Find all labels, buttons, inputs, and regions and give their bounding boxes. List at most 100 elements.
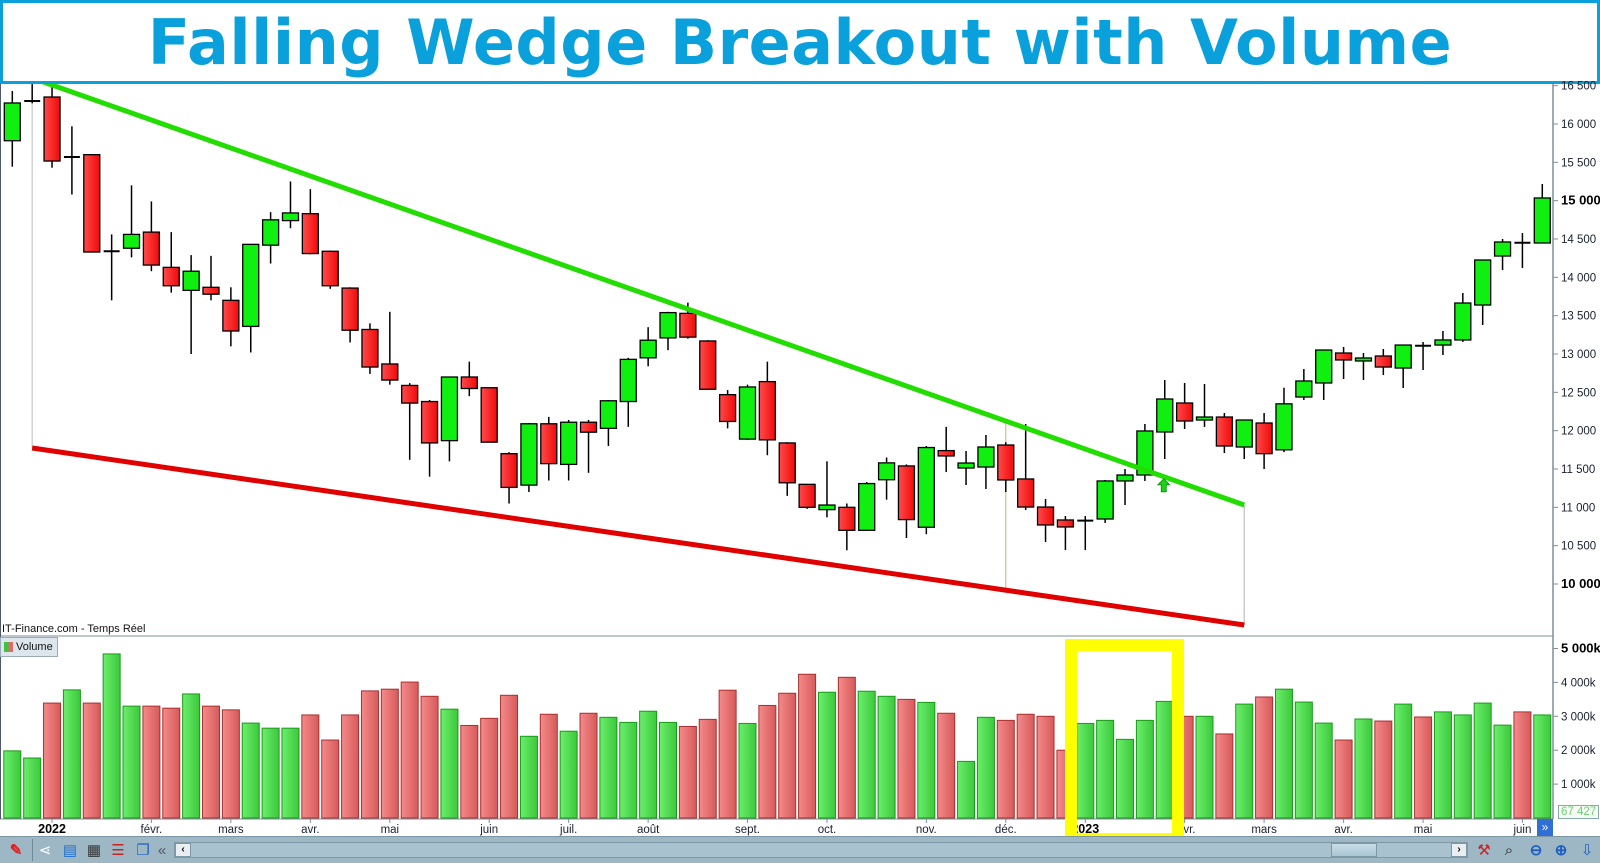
- candle[interactable]: [1295, 369, 1313, 401]
- volume-bar[interactable]: [579, 712, 598, 819]
- volume-bar[interactable]: [102, 653, 121, 819]
- volume-bar[interactable]: [897, 698, 916, 819]
- candle[interactable]: [142, 201, 161, 272]
- volume-bar[interactable]: [281, 727, 300, 819]
- volume-bar[interactable]: [758, 704, 777, 819]
- candle[interactable]: [699, 340, 717, 390]
- volume-bar[interactable]: [301, 714, 320, 819]
- candle[interactable]: [599, 400, 618, 447]
- candle[interactable]: [1394, 344, 1412, 388]
- candle[interactable]: [897, 464, 916, 539]
- candle[interactable]: [83, 154, 101, 253]
- candle[interactable]: [162, 232, 180, 293]
- candle[interactable]: [540, 416, 558, 481]
- volume-bar[interactable]: [1493, 724, 1512, 819]
- volume-bar[interactable]: [82, 702, 101, 819]
- volume-bar[interactable]: [122, 705, 141, 819]
- volume-bar[interactable]: [778, 692, 797, 819]
- volume-bar[interactable]: [142, 705, 161, 819]
- scroll-right-button[interactable]: ›: [1451, 843, 1467, 857]
- resistance-trendline[interactable]: [32, 78, 1246, 508]
- candle[interactable]: [778, 442, 796, 496]
- candle[interactable]: [579, 419, 598, 473]
- report-icon[interactable]: ▦: [86, 842, 102, 859]
- support-trendline[interactable]: [31, 445, 1245, 628]
- volume-bar[interactable]: [380, 688, 399, 819]
- candle[interactable]: [1493, 239, 1512, 270]
- candle[interactable]: [1036, 498, 1055, 542]
- candle[interactable]: [261, 212, 280, 264]
- candle[interactable]: [1136, 423, 1154, 481]
- candle[interactable]: [1334, 347, 1353, 379]
- volume-bar[interactable]: [1294, 701, 1313, 819]
- volume-bar[interactable]: [1354, 718, 1373, 819]
- volume-bar[interactable]: [1036, 715, 1055, 819]
- volume-bar[interactable]: [1274, 688, 1293, 819]
- volume-bar[interactable]: [43, 702, 62, 819]
- candle[interactable]: [1116, 469, 1134, 506]
- candle[interactable]: [1454, 292, 1472, 342]
- volume-bar[interactable]: [1314, 722, 1333, 819]
- volume-bar[interactable]: [1215, 733, 1234, 819]
- volume-legend[interactable]: Volume: [0, 637, 58, 657]
- candle[interactable]: [202, 255, 220, 301]
- candle[interactable]: [1354, 353, 1373, 380]
- volume-bar[interactable]: [917, 701, 936, 819]
- zoom-fit-icon[interactable]: ⌕: [1504, 841, 1514, 859]
- candle[interactable]: [977, 434, 995, 490]
- volume-bar[interactable]: [639, 710, 658, 819]
- candle[interactable]: [1017, 423, 1035, 511]
- candle[interactable]: [103, 234, 120, 301]
- volume-bar[interactable]: [857, 690, 876, 819]
- candle[interactable]: [877, 457, 896, 500]
- indicators-icon[interactable]: ☰: [111, 842, 125, 859]
- candle[interactable]: [222, 287, 240, 347]
- volume-bar[interactable]: [62, 689, 81, 819]
- candle[interactable]: [1056, 515, 1075, 550]
- volume-bar[interactable]: [1016, 713, 1035, 819]
- candle[interactable]: [798, 483, 816, 509]
- candle[interactable]: [321, 250, 339, 289]
- volume-bar[interactable]: [519, 735, 538, 819]
- scrollbar-thumb[interactable]: [1331, 843, 1377, 857]
- candle[interactable]: [122, 185, 141, 258]
- zoom-in-icon[interactable]: ⊕: [1554, 842, 1568, 859]
- candle[interactable]: [182, 255, 200, 355]
- candle[interactable]: [1275, 387, 1293, 453]
- volume-bar[interactable]: [659, 721, 678, 819]
- volume-bar[interactable]: [1135, 719, 1154, 819]
- volume-bar[interactable]: [1255, 696, 1274, 819]
- volume-bar[interactable]: [321, 739, 340, 819]
- volume-bar[interactable]: [1096, 719, 1115, 819]
- candle[interactable]: [1096, 479, 1114, 523]
- volume-bar[interactable]: [738, 722, 757, 819]
- candle[interactable]: [242, 243, 260, 353]
- candle[interactable]: [917, 446, 935, 535]
- candle[interactable]: [1175, 382, 1194, 429]
- candle[interactable]: [401, 383, 419, 460]
- candle[interactable]: [480, 387, 498, 443]
- volume-bar[interactable]: [221, 709, 240, 819]
- candle[interactable]: [659, 311, 677, 351]
- volume-bar[interactable]: [1394, 703, 1413, 819]
- volume-bar[interactable]: [440, 708, 459, 819]
- edit-drawing-icon[interactable]: ✎: [9, 842, 23, 859]
- volume-bar[interactable]: [400, 681, 419, 819]
- candle[interactable]: [281, 181, 300, 229]
- candle[interactable]: [500, 452, 518, 504]
- volume-bar[interactable]: [559, 730, 578, 819]
- horizontal-scrollbar[interactable]: ‹ ›: [174, 842, 1468, 858]
- candle[interactable]: [63, 126, 80, 195]
- volume-bar[interactable]: [837, 676, 856, 819]
- volume-bar[interactable]: [162, 707, 181, 819]
- candle[interactable]: [1315, 349, 1333, 401]
- volume-bar[interactable]: [1513, 711, 1532, 819]
- volume-bar[interactable]: [976, 716, 995, 819]
- volume-bar[interactable]: [1195, 715, 1214, 819]
- volume-bar[interactable]: [619, 721, 638, 819]
- volume-bar[interactable]: [798, 673, 817, 819]
- volume-bar[interactable]: [23, 757, 42, 819]
- candle[interactable]: [3, 91, 21, 167]
- volume-bar[interactable]: [3, 750, 22, 819]
